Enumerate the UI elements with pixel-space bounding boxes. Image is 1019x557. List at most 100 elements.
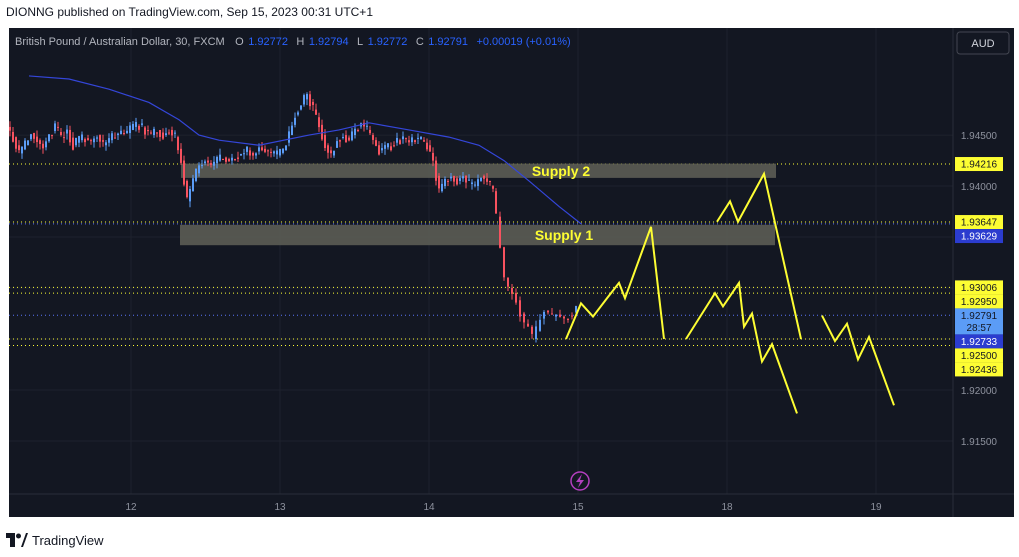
candle-body — [324, 135, 326, 148]
candle-body — [372, 135, 374, 140]
candle-body — [551, 313, 553, 315]
candle-body — [147, 129, 149, 132]
time-axis[interactable]: 12 13 14 15 18 19 — [125, 502, 882, 513]
candle-body — [444, 178, 446, 187]
candle-body — [258, 147, 260, 152]
candle-body — [60, 132, 62, 136]
projection-path[interactable] — [821, 315, 895, 406]
candle-body — [303, 95, 305, 105]
candle-body — [126, 130, 128, 134]
candle-body — [486, 178, 488, 182]
candle-body — [153, 128, 155, 136]
candle-body — [219, 154, 221, 161]
candle-body — [330, 150, 332, 154]
candle-body — [429, 145, 431, 152]
candle-body — [69, 129, 71, 143]
candle-body — [201, 165, 203, 167]
candle-body — [267, 150, 269, 152]
candle-body — [450, 176, 452, 179]
candle-body — [432, 152, 434, 161]
lightning-icon[interactable] — [570, 471, 590, 491]
candle-body — [78, 136, 80, 143]
candle-body — [42, 143, 44, 149]
candle-body — [111, 133, 113, 141]
supply-zones[interactable]: Supply 2 Supply 1 — [180, 163, 776, 246]
candle-body — [138, 125, 140, 130]
candle-body — [168, 132, 170, 134]
symbol-legend[interactable]: British Pound / Australian Dollar, 30, F… — [15, 32, 571, 49]
candle-body — [255, 153, 257, 156]
candle-body — [535, 326, 537, 340]
candle-body — [327, 145, 329, 153]
candle-body — [195, 168, 197, 181]
candle-body — [351, 131, 353, 141]
price-tag-label: 1.93647 — [961, 218, 998, 229]
projection-path[interactable] — [716, 170, 802, 340]
candle-body — [547, 310, 549, 313]
candle-body — [375, 140, 377, 146]
candle-body — [399, 140, 401, 145]
candle-body — [483, 175, 485, 179]
candle-body — [333, 150, 335, 156]
close-label: C — [416, 36, 424, 48]
candle-body — [144, 127, 146, 135]
candle-body — [441, 183, 443, 192]
candle-body — [474, 184, 476, 186]
candle-body — [18, 145, 20, 151]
candle-body — [459, 178, 461, 181]
projection-lines[interactable] — [565, 170, 895, 414]
candle-body — [435, 160, 437, 181]
low-label: L — [357, 36, 363, 48]
price-tag-box — [955, 157, 1003, 172]
countdown-label: 28:57 — [966, 323, 991, 334]
candle-body — [63, 137, 65, 139]
price-tag-label: 1.92950 — [961, 297, 998, 308]
candle-body — [216, 156, 218, 164]
candle-body — [30, 134, 32, 140]
candle-body — [315, 109, 317, 115]
time-tick-label: 18 — [721, 502, 733, 513]
candle-body — [348, 137, 350, 141]
price-tag-box — [955, 334, 1003, 349]
projection-path[interactable] — [685, 280, 798, 414]
candle-body — [141, 123, 143, 125]
candle-body — [75, 137, 77, 146]
candle-body — [12, 132, 14, 142]
candle-body — [114, 137, 116, 139]
candle-body — [563, 316, 565, 319]
candle-body — [33, 133, 35, 139]
close-value: 1.92791 — [428, 36, 468, 48]
candle-body — [393, 145, 395, 147]
candle-body — [273, 151, 275, 154]
candle-body — [117, 133, 119, 136]
candle-body — [381, 148, 383, 151]
candle-body — [228, 159, 230, 162]
candle-body — [294, 117, 296, 125]
candle-body — [249, 150, 251, 156]
price-tag-box — [955, 308, 1003, 335]
supply-zone[interactable] — [180, 224, 775, 246]
candle-body — [234, 159, 236, 161]
candle-body — [39, 140, 41, 144]
candle-body — [288, 131, 290, 143]
candle-body — [402, 136, 404, 140]
high-label: H — [296, 36, 304, 48]
candle-body — [57, 126, 59, 128]
candle-body — [81, 134, 83, 141]
candle-body — [447, 180, 449, 182]
currency-button[interactable]: AUD — [956, 31, 1010, 55]
projection-path[interactable] — [565, 226, 665, 340]
supply-zone-label: Supply 2 — [532, 163, 591, 179]
candle-body — [495, 191, 497, 214]
candle-body — [240, 153, 242, 156]
supply-zone[interactable] — [181, 163, 776, 178]
candle-body — [297, 112, 299, 115]
candle-body — [354, 128, 356, 136]
candle-body — [9, 126, 11, 131]
candle-body — [575, 306, 577, 313]
candle-body — [492, 186, 494, 189]
tradingview-logo-icon — [6, 533, 28, 547]
candle-body — [96, 137, 98, 139]
